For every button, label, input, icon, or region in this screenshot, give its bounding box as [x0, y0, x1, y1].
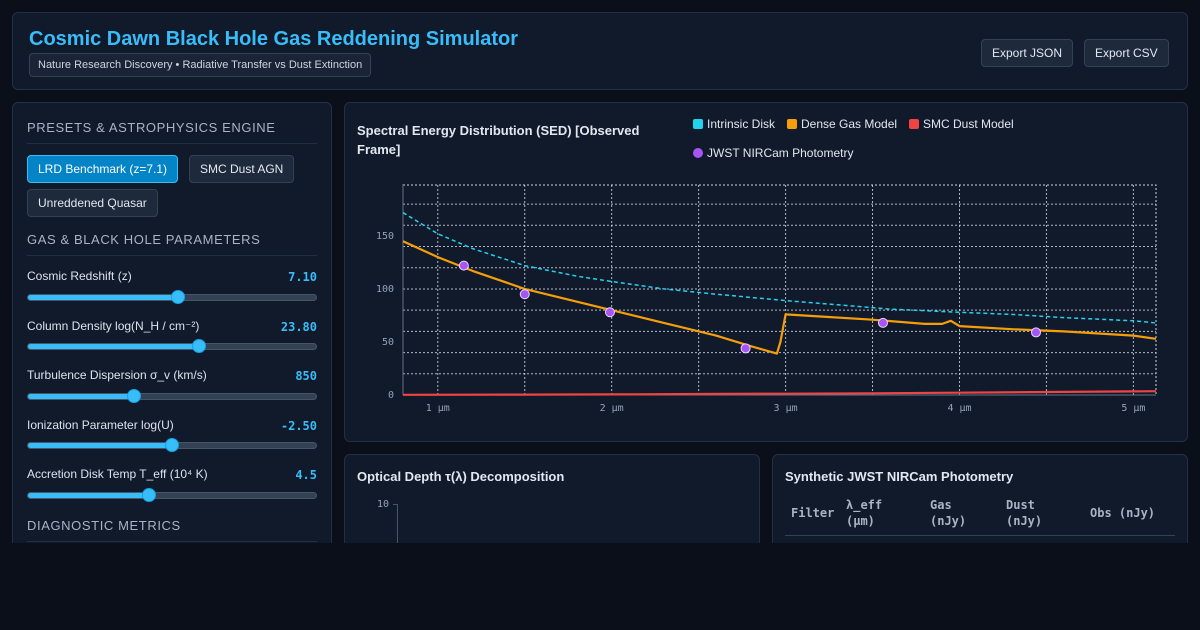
y-tick-label: 100 [376, 284, 394, 295]
tau-chart-title: Optical Depth τ(λ) Decomposition [357, 469, 565, 484]
legend-swatch [693, 119, 703, 129]
preset-lrd-benchmark-button[interactable]: LRD Benchmark (z=7.1) [27, 155, 179, 183]
presets-section-title: PRESETS & ASTROPHYSICS ENGINE [27, 120, 276, 135]
redshift-label: Cosmic Redshift (z) [27, 269, 132, 283]
turbulence-label: Turbulence Dispersion σ_v (km/s) [27, 368, 207, 382]
export-csv-button[interactable]: Export CSV [1084, 39, 1169, 67]
legend-item-smc-dust[interactable]: SMC Dust Model [909, 117, 1014, 131]
slider-thumb[interactable] [170, 290, 185, 304]
redshift-value: 7.10 [288, 270, 317, 284]
tau-y-tick [393, 504, 398, 505]
sed-chart[interactable]: 0 50 100 150 1 µm 2 µm 3 µm 4 µm 5 µm [345, 103, 1188, 442]
photometry-point [1031, 327, 1042, 338]
export-json-button[interactable]: Export JSON [981, 39, 1074, 67]
photometry-point [458, 260, 469, 271]
column-header-lambda: λ_eff (µm) [846, 498, 883, 528]
column-header-dust: Dust (nJy) [1006, 498, 1043, 528]
preset-unreddened-quasar-button[interactable]: Unreddened Quasar [27, 189, 158, 217]
photometry-point [740, 343, 751, 354]
sidebar-panel: PRESETS & ASTROPHYSICS ENGINE LRD Benchm… [12, 102, 332, 562]
ionization-slider[interactable] [27, 438, 317, 452]
slider-thumb[interactable] [165, 438, 179, 452]
sed-panel: Spectral Energy Distribution (SED) [Obse… [344, 102, 1188, 442]
x-tick-label: 2 µm [600, 403, 624, 414]
photometry-table-title: Synthetic JWST NIRCam Photometry [785, 469, 1014, 484]
sed-chart-title: Spectral Energy Distribution (SED) [Obse… [357, 121, 639, 159]
legend-label: Intrinsic Disk [707, 117, 776, 131]
y-tick-label: 50 [382, 337, 394, 348]
slider-thumb[interactable] [192, 339, 207, 353]
slider-thumb[interactable] [142, 488, 157, 502]
legend-item-jwst-photometry[interactable]: JWST NIRCam Photometry [693, 146, 853, 160]
series-line-smc-dust-model [402, 390, 1157, 396]
app-title: Cosmic Dawn Black Hole Gas Reddening Sim… [29, 28, 519, 50]
legend-item-dense-gas[interactable]: Dense Gas Model [787, 117, 897, 131]
legend-item-intrinsic-disk[interactable]: Intrinsic Disk [693, 117, 775, 131]
x-tick-label: 1 µm [426, 403, 450, 414]
column-header-gas: Gas (nJy) [930, 498, 967, 528]
section-divider [27, 541, 317, 542]
tau-y-axis [397, 504, 398, 573]
sed-title-line-1: Spectral Energy Distribution (SED) [Obse… [357, 123, 640, 138]
x-tick-label: 5 µm [1121, 403, 1145, 414]
subtitle-badge: Nature Research Discovery • Radiative Tr… [29, 53, 372, 77]
x-tick-label: 3 µm [774, 403, 798, 414]
disk-temp-slider[interactable] [27, 488, 317, 502]
slider-thumb[interactable] [127, 389, 142, 403]
disk-temp-value: 4.5 [295, 468, 317, 482]
sed-title-line-2: Frame] [357, 142, 401, 157]
tau-y-tick-label: 10 [377, 499, 390, 510]
app-header: Cosmic Dawn Black Hole Gas Reddening Sim… [12, 12, 1188, 90]
table-header-divider [785, 535, 1175, 536]
photometry-point [519, 289, 530, 300]
viewport-fold [0, 543, 1200, 630]
column-density-slider[interactable] [27, 339, 317, 353]
column-density-label: Column Density log(N_H / cm⁻²) [27, 319, 200, 333]
params-section-title: GAS & BLACK HOLE PARAMETERS [27, 232, 261, 247]
legend-label: SMC Dust Model [923, 117, 1014, 131]
legend-label: Dense Gas Model [801, 117, 898, 131]
diagnostics-section-title: DIAGNOSTIC METRICS [27, 518, 181, 533]
series-line-dense-gas-model [402, 240, 1157, 355]
series-line-intrinsic-disk [402, 211, 1157, 324]
ionization-label: Ionization Parameter log(U) [27, 418, 174, 432]
legend-swatch [693, 148, 703, 158]
legend-label: JWST NIRCam Photometry [707, 146, 854, 160]
preset-smc-dust-agn-button[interactable]: SMC Dust AGN [189, 155, 295, 183]
y-tick-label: 0 [388, 390, 394, 401]
column-density-value: 23.80 [280, 320, 317, 334]
plot-frame [402, 184, 1157, 396]
section-divider [27, 143, 317, 144]
turbulence-slider[interactable] [27, 389, 317, 403]
photometry-point [604, 307, 615, 318]
column-header-filter: Filter [791, 506, 835, 520]
y-tick-label: 150 [376, 231, 394, 242]
redshift-slider[interactable] [27, 290, 317, 304]
legend-swatch [909, 119, 919, 129]
disk-temp-label: Accretion Disk Temp T_eff (10⁴ K) [27, 467, 208, 481]
section-divider [27, 255, 317, 256]
column-header-obs: Obs (nJy) [1090, 506, 1156, 520]
x-tick-label: 4 µm [947, 403, 971, 414]
legend-swatch [787, 119, 797, 129]
turbulence-value: 850 [295, 369, 317, 383]
ionization-value: -2.50 [280, 419, 317, 433]
photometry-point [877, 317, 888, 328]
